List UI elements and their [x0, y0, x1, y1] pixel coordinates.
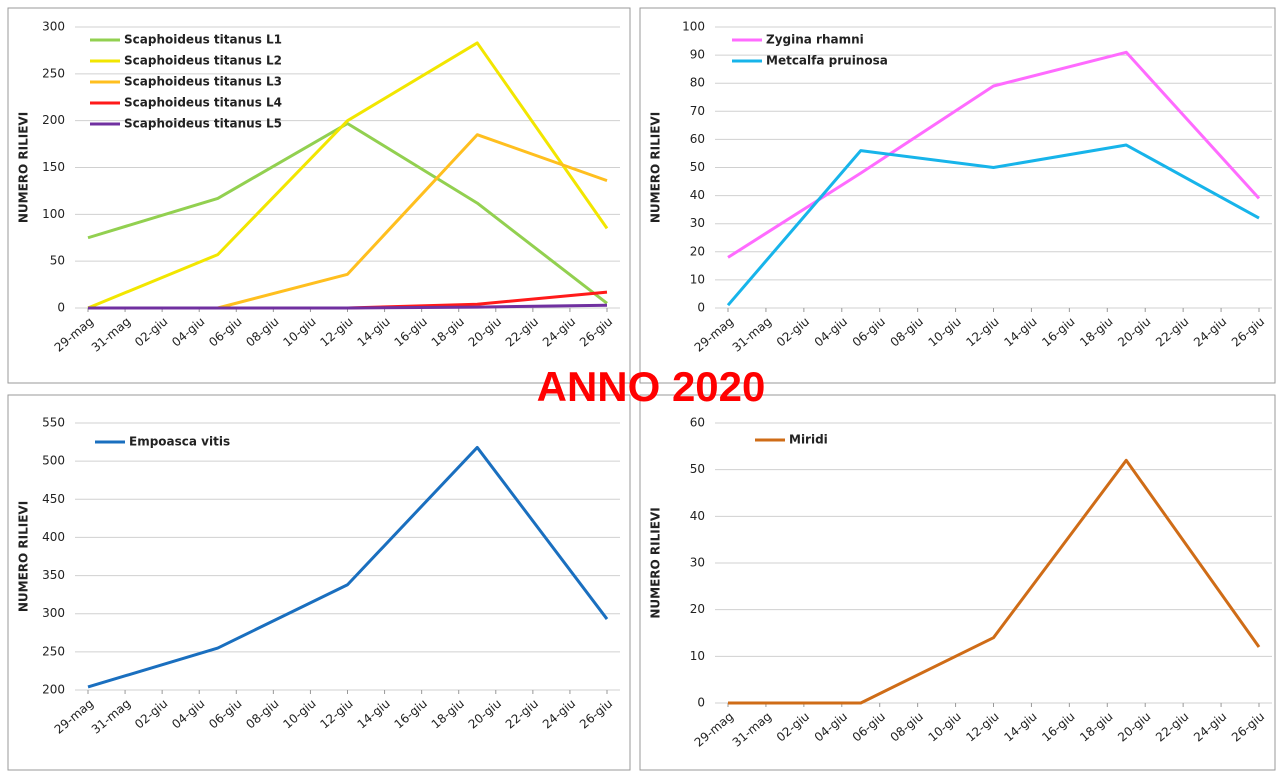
y-tick-label: 60 [690, 416, 705, 430]
y-tick-label: 100 [682, 20, 705, 34]
y-tick-label: 400 [42, 530, 65, 544]
y-tick-label: 0 [57, 301, 65, 315]
legend-label: Scaphoideus titanus L2 [124, 54, 282, 68]
y-tick-label: 60 [690, 132, 705, 146]
legend-label: Miridi [789, 433, 828, 447]
y-tick-label: 90 [690, 48, 705, 62]
y-tick-label: 150 [42, 160, 65, 174]
series-line [728, 458, 1261, 705]
y-axis-label: NUMERO RILIEVI [17, 501, 31, 612]
legend-label: Scaphoideus titanus L4 [124, 96, 282, 110]
y-tick-label: 40 [690, 509, 705, 523]
series-line [87, 445, 609, 689]
y-tick-label: 30 [690, 216, 705, 230]
y-axis-label: NUMERO RILIEVI [17, 112, 31, 223]
y-tick-label: 0 [697, 696, 705, 710]
y-tick-label: 450 [42, 492, 65, 506]
y-tick-label: 200 [42, 683, 65, 697]
y-tick-label: 50 [50, 254, 65, 268]
y-tick-label: 300 [42, 20, 65, 34]
legend-label: Empoasca vitis [129, 435, 230, 449]
y-tick-label: 550 [42, 416, 65, 430]
y-tick-label: 250 [42, 644, 65, 658]
legend-label: Scaphoideus titanus L3 [124, 75, 282, 89]
legend-label: Scaphoideus titanus L5 [124, 117, 282, 131]
panel-frame [7, 394, 631, 771]
y-tick-label: 0 [697, 301, 705, 315]
y-tick-label: 10 [690, 649, 705, 663]
y-tick-label: 500 [42, 454, 65, 468]
legend-label: Metcalfa pruinosa [766, 54, 888, 68]
panel-frame [7, 7, 631, 384]
y-tick-label: 30 [690, 556, 705, 570]
series-line [726, 143, 1260, 307]
legend-label: Scaphoideus titanus L1 [124, 33, 282, 47]
series-line [87, 121, 608, 305]
y-tick-label: 100 [42, 207, 65, 221]
y-tick-label: 70 [690, 104, 705, 118]
legend-label: Zygina rhamni [766, 33, 864, 47]
y-tick-label: 300 [42, 606, 65, 620]
y-tick-label: 20 [690, 602, 705, 616]
y-tick-label: 50 [690, 160, 705, 174]
y-tick-label: 200 [42, 113, 65, 127]
y-tick-label: 20 [690, 244, 705, 258]
series-line [87, 41, 609, 310]
y-tick-label: 40 [690, 188, 705, 202]
y-axis-label: NUMERO RILIEVI [649, 112, 663, 223]
y-tick-label: 80 [690, 76, 705, 90]
y-tick-label: 10 [690, 272, 705, 286]
y-tick-label: 350 [42, 568, 65, 582]
panel-frame [639, 394, 1276, 771]
y-axis-label: NUMERO RILIEVI [649, 507, 663, 618]
series-line [88, 303, 608, 310]
panels: 05010015020025030029-mag31-mag02-giu04-g… [7, 7, 1276, 771]
y-tick-label: 250 [42, 66, 65, 80]
page-title: ANNO 2020 [537, 363, 766, 410]
y-tick-label: 50 [690, 462, 705, 476]
